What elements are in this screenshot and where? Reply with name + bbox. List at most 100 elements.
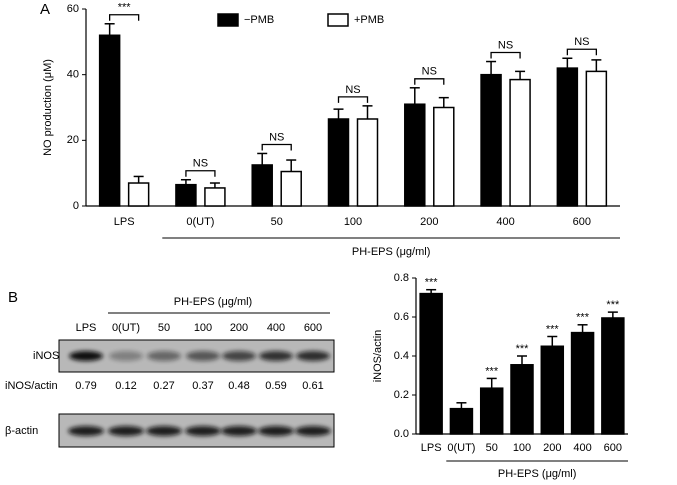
bar <box>556 67 579 207</box>
bar <box>601 317 625 435</box>
bar <box>540 345 565 435</box>
group-label: PH-EPS (μg/ml) <box>498 468 576 480</box>
annotation: NS <box>422 66 437 78</box>
lane-label: 50 <box>158 322 170 334</box>
y-tick-label: 0.2 <box>394 389 409 401</box>
annotation: *** <box>546 323 560 335</box>
legend-swatch <box>217 13 239 27</box>
annotation: NS <box>193 158 208 170</box>
bar <box>251 164 273 207</box>
annotation: NS <box>498 39 513 51</box>
y-tick-label: 0.6 <box>394 311 409 323</box>
row-label: β-actin <box>5 425 38 437</box>
y-tick-label: 0.0 <box>394 428 409 440</box>
significance-bracket <box>261 143 292 151</box>
lane-label: LPS <box>76 322 97 334</box>
band <box>146 426 182 436</box>
ratio: 0.48 <box>228 380 249 392</box>
significance-bracket <box>108 14 140 21</box>
x-tick-label: 400 <box>573 442 591 454</box>
x-tick-label: LPS <box>421 442 442 454</box>
x-tick-label: 0(UT) <box>447 442 475 454</box>
band <box>147 351 181 361</box>
bar <box>356 118 379 207</box>
y-tick-label: 0.4 <box>394 350 409 362</box>
ratio: 0.59 <box>265 380 286 392</box>
annotation: NS <box>345 84 360 96</box>
x-tick-label: 50 <box>271 216 283 228</box>
panel-label: B <box>8 289 18 306</box>
bar <box>433 106 455 207</box>
ratio: 0.61 <box>302 380 323 392</box>
x-tick-label: LPS <box>114 216 135 228</box>
band <box>258 426 294 436</box>
lane-label: 600 <box>304 322 322 334</box>
annotation: *** <box>485 365 499 377</box>
annotation: *** <box>118 2 132 14</box>
ratio: 0.79 <box>75 380 96 392</box>
ratio: 0.37 <box>192 380 213 392</box>
bar <box>404 103 426 207</box>
bar <box>480 73 502 207</box>
x-tick-label: 100 <box>344 216 362 228</box>
x-tick-label: 400 <box>496 216 514 228</box>
band <box>108 426 144 436</box>
bar <box>509 78 531 207</box>
bar <box>98 34 121 207</box>
band <box>295 426 331 436</box>
bar <box>570 331 595 435</box>
x-tick-label: 50 <box>486 442 498 454</box>
annotation: *** <box>576 312 590 324</box>
bar <box>280 170 302 207</box>
y-tick-label: 0.8 <box>394 272 409 284</box>
x-tick-label: 200 <box>543 442 561 454</box>
bar <box>175 183 197 207</box>
y-tick-label: 60 <box>67 3 79 15</box>
y-tick-label: 40 <box>67 69 79 81</box>
ratio: 0.27 <box>153 380 174 392</box>
x-tick-label: 0(UT) <box>186 216 214 228</box>
panel-label: A <box>40 1 50 18</box>
significance-bracket <box>490 51 521 59</box>
band <box>221 426 257 436</box>
significance-bracket <box>185 170 216 177</box>
significance-bracket <box>414 78 445 85</box>
significance-bracket <box>566 48 598 56</box>
y-axis-label: NO production (μM) <box>42 59 54 156</box>
legend-swatch <box>327 13 349 27</box>
band <box>186 351 220 361</box>
x-tick-label: 600 <box>573 216 591 228</box>
lane-label: 400 <box>267 322 285 334</box>
band <box>109 351 143 361</box>
band <box>68 426 104 436</box>
legend-label: −PMB <box>244 14 274 26</box>
bar <box>585 70 608 207</box>
band <box>259 351 293 361</box>
annotation: NS <box>574 36 589 48</box>
group-label: PH-EPS (μg/ml) <box>352 246 430 258</box>
significance-bracket <box>337 96 369 103</box>
lane-label: 200 <box>230 322 248 334</box>
row-label: iNOS <box>33 350 59 362</box>
bar <box>479 387 504 435</box>
ratio: 0.12 <box>115 380 136 392</box>
bar <box>327 118 350 207</box>
x-tick-label: 100 <box>513 442 531 454</box>
annotation: *** <box>606 299 620 311</box>
blot-header: PH-EPS (μg/ml) <box>174 296 252 308</box>
bar <box>419 292 443 435</box>
band <box>222 351 256 361</box>
annotation: NS <box>269 131 284 143</box>
lane-label: 0(UT) <box>112 322 140 334</box>
bar <box>449 407 474 435</box>
annotation: *** <box>425 277 439 289</box>
band <box>69 351 103 361</box>
annotation: *** <box>516 343 530 355</box>
x-tick-label: 600 <box>604 442 622 454</box>
bar <box>127 182 150 207</box>
x-tick-label: 200 <box>420 216 438 228</box>
lane-label: 100 <box>194 322 212 334</box>
y-tick-label: 20 <box>67 134 79 146</box>
y-axis-label: iNOS/actin <box>372 330 384 383</box>
